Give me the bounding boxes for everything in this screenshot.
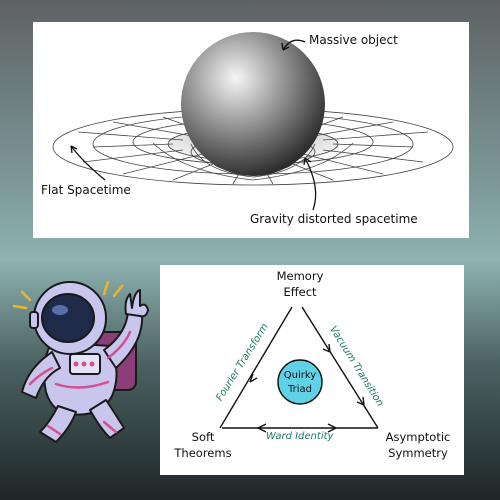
triad-panel: Memory Effect Soft Theorems Asymptotic S… bbox=[160, 265, 464, 475]
vertex-memory-effect-line2: Effect bbox=[283, 284, 317, 299]
flat-spacetime-arrow bbox=[70, 145, 106, 181]
flat-spacetime-label: Flat Spacetime bbox=[41, 183, 131, 197]
vertex-memory-effect: Memory Effect bbox=[262, 269, 338, 300]
massive-object-arrow bbox=[282, 39, 306, 51]
spacetime-illustration bbox=[52, 32, 454, 211]
vertex-asymptotic-symmetry-line1: Asymptotic bbox=[385, 430, 451, 444]
center-circle bbox=[277, 359, 323, 405]
vertex-asymptotic-symmetry-line2: Symmetry bbox=[388, 445, 448, 460]
vertex-soft-theorems: Soft Theorems bbox=[168, 430, 238, 461]
astronaut-illustration bbox=[12, 280, 149, 443]
center-label: Quirky Triad bbox=[274, 369, 326, 396]
massive-object-sphere bbox=[181, 32, 325, 176]
center-label-line1: Quirky bbox=[283, 370, 317, 381]
center-label-line2: Triad bbox=[287, 383, 312, 395]
distorted-spacetime-arrow bbox=[304, 157, 317, 211]
edge-label-ward: Ward Identity bbox=[266, 431, 334, 442]
triangle-right-side bbox=[301, 306, 379, 429]
distorted-spacetime-label: Gravity distorted spacetime bbox=[250, 212, 418, 226]
massive-object-label: Massive object bbox=[309, 33, 398, 47]
triangle-left-side bbox=[219, 306, 293, 429]
spacetime-panel: Massive object Flat Spacetime Gravity di… bbox=[33, 22, 469, 238]
vertex-memory-effect-line1: Memory bbox=[276, 269, 324, 283]
vertex-asymptotic-symmetry: Asymptotic Symmetry bbox=[372, 430, 464, 461]
vertex-soft-theorems-line1: Soft bbox=[191, 430, 215, 444]
triad-diagram bbox=[219, 306, 379, 433]
vertex-soft-theorems-line2: Theorems bbox=[174, 445, 232, 460]
